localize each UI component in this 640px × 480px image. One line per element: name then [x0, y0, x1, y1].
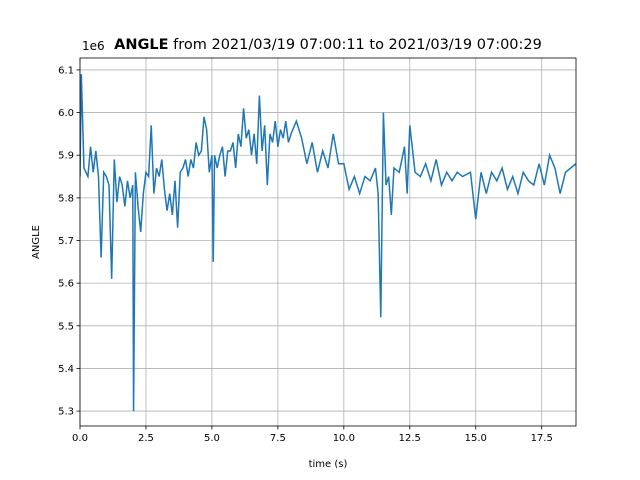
chart-title: ANGLE from 2021/03/19 07:00:11 to 2021/0… [114, 37, 542, 53]
x-tick-label: 12.5 [399, 433, 421, 444]
axes-frame [79, 57, 577, 427]
y-tick-label: 5.7 [58, 236, 74, 247]
plot [80, 74, 576, 412]
x-tick-label: 15.0 [465, 433, 487, 444]
grid [79, 58, 576, 426]
y-offset-text: 1e6 [82, 39, 105, 53]
y-tick-label: 5.3 [58, 407, 74, 418]
y-tick-label: 5.6 [58, 279, 74, 290]
title-bold: ANGLE [114, 37, 168, 53]
x-tick-label: 17.5 [531, 433, 553, 444]
x-axis-label: time (s) [309, 459, 348, 470]
y-tick-label: 5.8 [58, 193, 74, 204]
x-tick-label: 10.0 [333, 433, 355, 444]
x-tick-label: 7.5 [270, 433, 286, 444]
x-tick-label: 0.0 [72, 433, 88, 444]
series-line [80, 74, 576, 412]
x-tick-label: 2.5 [138, 433, 154, 444]
y-tick-label: 5.4 [58, 364, 74, 375]
y-tick-label: 6.0 [58, 108, 74, 119]
y-axis-label: ANGLE [31, 225, 42, 259]
ticks: 0.0 2.5 5.0 7.5 10.0 12.5 15.0 17.5 5.3 5.4 5.5 5.6… [58, 65, 553, 444]
x-tick-label: 5.0 [204, 433, 220, 444]
title-rest: from 2021/03/19 07:00:11 to 2021/03/19 0… [173, 37, 542, 53]
y-tick-label: 6.1 [58, 65, 74, 76]
y-tick-label: 5.5 [58, 321, 74, 332]
y-tick-label: 5.9 [58, 151, 74, 162]
